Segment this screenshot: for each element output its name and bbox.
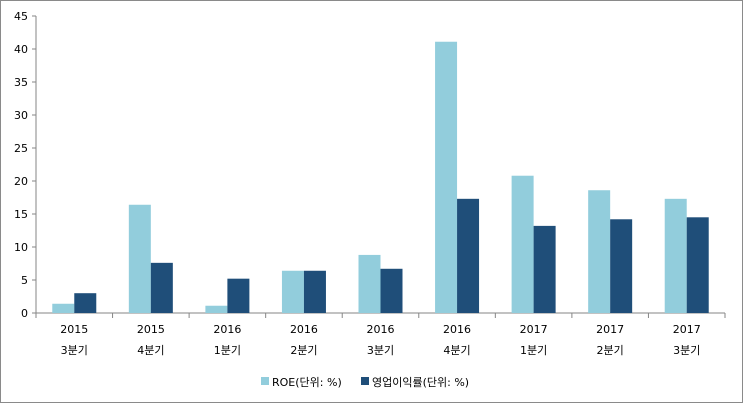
y-tick-label: 30 [14, 109, 28, 122]
x-tick-label-year: 2015 [60, 323, 88, 336]
bar-roe [435, 41, 458, 314]
x-tick-label-year: 2017 [520, 323, 548, 336]
x-tick-label-quarter: 4분기 [137, 344, 164, 357]
bar-roe [128, 204, 151, 313]
y-tick-label: 40 [14, 43, 28, 56]
legend-swatch [361, 377, 369, 385]
x-tick-label-year: 2016 [290, 323, 318, 336]
x-tick-label-year: 2015 [137, 323, 165, 336]
x-tick-label-year: 2016 [367, 323, 395, 336]
y-tick-label: 20 [14, 175, 28, 188]
x-tick-label-quarter: 1분기 [214, 344, 241, 357]
legend-label: 영업이익률(단위: %) [372, 376, 469, 389]
y-tick-label: 45 [14, 10, 28, 23]
legend-label: ROE(단위: %) [272, 376, 342, 389]
y-tick-label: 5 [21, 274, 28, 287]
bar-roe [511, 175, 534, 313]
bar-operating-margin [380, 268, 403, 313]
x-tick-label-quarter: 4분기 [443, 344, 470, 357]
bar-roe [205, 305, 228, 313]
bar-operating-margin [74, 293, 97, 313]
x-tick-label-quarter: 2분기 [290, 344, 317, 357]
bar-operating-margin [150, 262, 173, 313]
y-tick-label: 0 [21, 307, 28, 320]
legend-swatch [261, 377, 269, 385]
x-tick-label-year: 2016 [213, 323, 241, 336]
bar-operating-margin [303, 270, 326, 313]
bar-operating-margin [227, 278, 250, 313]
x-tick-label-year: 2016 [443, 323, 471, 336]
x-tick-label-quarter: 3분기 [673, 344, 700, 357]
bar-operating-margin [533, 225, 556, 313]
bar-roe [588, 190, 611, 313]
bar-roe [664, 198, 687, 313]
bar-operating-margin [610, 219, 633, 313]
x-tick-label-year: 2017 [596, 323, 624, 336]
y-tick-label: 35 [14, 76, 28, 89]
bar-roe [281, 270, 304, 313]
bar-roe [358, 254, 381, 313]
x-tick-label-quarter: 3분기 [367, 344, 394, 357]
x-tick-label-quarter: 2분기 [597, 344, 624, 357]
x-tick-label-quarter: 3분기 [61, 344, 88, 357]
y-tick-label: 10 [14, 241, 28, 254]
y-tick-label: 25 [14, 142, 28, 155]
x-tick-label-quarter: 1분기 [520, 344, 547, 357]
bar-operating-margin [457, 198, 480, 313]
y-tick-label: 15 [14, 208, 28, 221]
x-tick-label-year: 2017 [673, 323, 701, 336]
bar-operating-margin [686, 217, 709, 313]
bar-roe [52, 303, 75, 313]
